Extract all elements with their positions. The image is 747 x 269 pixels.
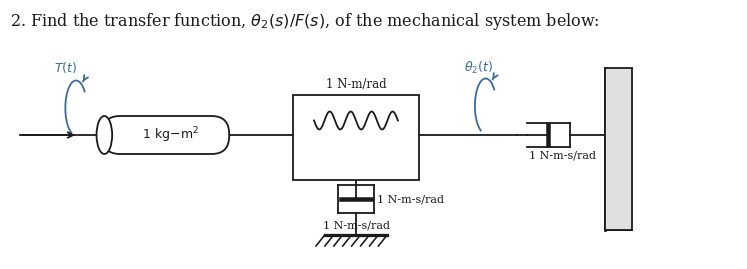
Text: 1 N-m-s/rad: 1 N-m-s/rad [529,150,595,160]
Text: $\theta_2(t)$: $\theta_2(t)$ [464,60,493,76]
FancyBboxPatch shape [102,116,229,154]
Bar [293,95,419,180]
Text: 1 N-m/rad: 1 N-m/rad [326,78,386,91]
Text: 1 N-m-s/rad: 1 N-m-s/rad [323,221,390,231]
Ellipse shape [96,116,112,154]
Text: $T(t)$: $T(t)$ [54,60,77,75]
Bar [604,68,632,230]
Text: 1 N-m-s/rad: 1 N-m-s/rad [377,194,444,204]
Text: $1\ \mathrm{kg\!-\!m^2}$: $1\ \mathrm{kg\!-\!m^2}$ [142,125,199,145]
Text: 2. Find the transfer function, $\theta_2(s)/F(s)$, of the mechanical system belo: 2. Find the transfer function, $\theta_2… [10,11,599,32]
